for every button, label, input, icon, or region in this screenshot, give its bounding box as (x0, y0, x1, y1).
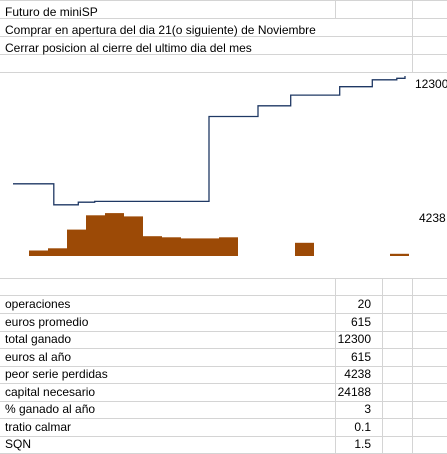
equity-end-label: 12300 (415, 77, 447, 91)
buy-rule-text[interactable]: Comprar en apertura del dia 21(o siguien… (5, 23, 316, 37)
stat-value[interactable]: 3 (364, 402, 371, 416)
stat-label[interactable]: euros promedio (5, 314, 89, 329)
stat-value[interactable]: 615 (350, 314, 371, 329)
stat-value[interactable]: 20 (357, 297, 371, 311)
equity-line (13, 76, 406, 206)
drawdown-bar (67, 229, 86, 256)
stat-label[interactable]: SQN (5, 437, 32, 451)
drawdown-bar (390, 253, 409, 256)
stat-label[interactable]: capital necesario (5, 384, 96, 399)
stat-label[interactable]: tratio calmar (5, 419, 72, 434)
sell-rule-text[interactable]: Cerrar posicion al cierre del ultimo dia… (5, 41, 252, 55)
drawdown-bar (124, 216, 143, 256)
drawdown-bar (219, 237, 238, 256)
drawdown-bar (143, 236, 162, 256)
drawdown-bar (181, 238, 200, 256)
drawdown-bar (29, 250, 48, 256)
stat-label[interactable]: peor serie perdidas (5, 367, 108, 381)
stat-value[interactable]: 615 (350, 349, 371, 364)
stat-value[interactable]: 12300 (337, 332, 371, 346)
stat-label[interactable]: operaciones (5, 297, 71, 311)
drawdown-bar (295, 242, 314, 256)
drawdown-bar (105, 213, 124, 256)
stat-label[interactable]: total ganado (5, 332, 72, 346)
sheet-title[interactable]: Futuro de miniSP (5, 5, 98, 19)
stat-value[interactable]: 24188 (337, 384, 371, 399)
stat-value[interactable]: 4238 (344, 367, 371, 381)
drawdown-bar (200, 238, 219, 256)
stat-label[interactable]: euros al año (5, 349, 72, 364)
drawdown-bar (86, 215, 105, 256)
stat-value[interactable]: 0.1 (354, 419, 371, 434)
stat-value[interactable]: 1.5 (354, 437, 371, 451)
drawdown-bar (48, 248, 67, 256)
drawdown-bar (162, 237, 181, 256)
stat-label[interactable]: % ganado al año (5, 402, 96, 416)
drawdown-max-label: 4238 (419, 211, 446, 225)
